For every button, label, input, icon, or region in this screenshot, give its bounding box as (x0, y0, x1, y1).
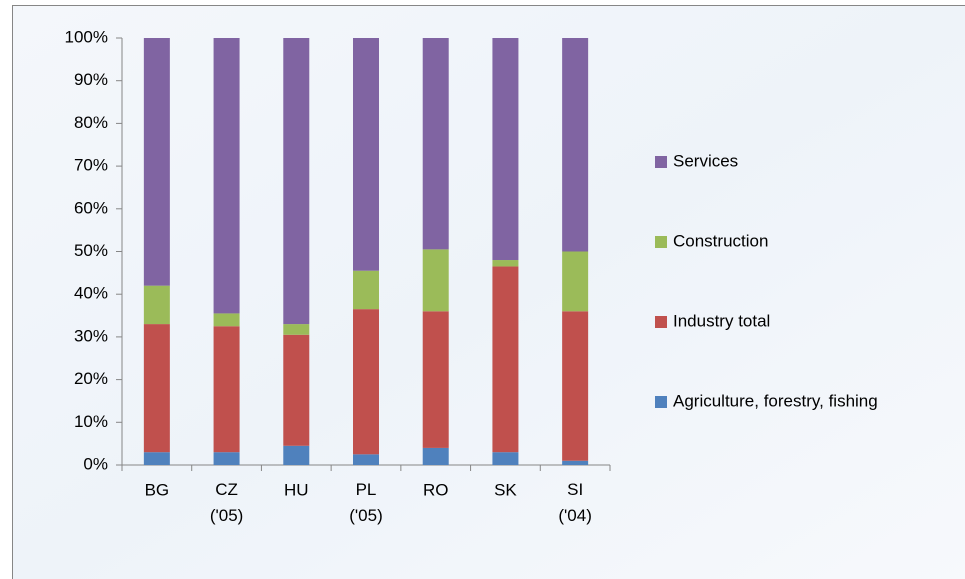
y-tick-label: 30% (74, 326, 108, 345)
bar-segment (143, 38, 170, 286)
x-tick-label: RO (423, 480, 449, 499)
bar-segment (353, 309, 379, 455)
bar-segment (353, 454, 379, 465)
bar-segment (353, 270, 379, 310)
y-tick-label: 20% (74, 369, 108, 388)
legend-swatch (655, 396, 667, 408)
legend-label: Industry total (673, 311, 770, 330)
legend-swatch (655, 236, 667, 248)
chart-frame (12, 5, 965, 579)
bar-segment (422, 38, 449, 250)
legend-label: Services (673, 151, 738, 170)
bar-segment (562, 38, 589, 252)
x-tick-label: PL ('05) (349, 480, 382, 525)
bar-segment (492, 452, 519, 465)
bar-segment (562, 311, 589, 461)
bar-segment (422, 249, 449, 312)
y-tick-label: 40% (74, 284, 108, 303)
bar-segment (492, 38, 519, 261)
legend-label: Agriculture, forestry, fishing (673, 391, 878, 410)
y-tick-label: 50% (74, 241, 108, 260)
bar-segment (213, 313, 240, 327)
bar-segment (422, 311, 449, 448)
x-tick-label: BG (145, 480, 170, 499)
x-tick-label: SI ('04) (558, 480, 591, 525)
bar-segment (143, 285, 170, 325)
bar-segment (283, 334, 310, 446)
y-tick-label: 10% (74, 412, 108, 431)
bar-segment (213, 452, 240, 465)
bar-segment (353, 38, 379, 271)
bar-segment (213, 326, 240, 453)
x-tick-label: HU (284, 480, 309, 499)
x-tick-label: CZ ('05) (210, 480, 243, 525)
y-tick-label: 100% (65, 27, 108, 46)
bar-segment (283, 445, 310, 465)
legend-swatch (655, 316, 667, 328)
x-tick-label: SK (494, 480, 517, 499)
bar-segment (562, 460, 589, 465)
y-tick-label: 0% (83, 454, 108, 473)
bar-segment (283, 324, 310, 335)
y-tick-label: 70% (74, 156, 108, 175)
bar-segment (422, 447, 449, 465)
bar-segment (492, 266, 519, 453)
y-tick-label: 90% (74, 70, 108, 89)
bar-segment (143, 452, 170, 465)
bar-segment (213, 38, 240, 314)
bar-segment (562, 251, 589, 312)
bar-segment (492, 260, 519, 267)
y-tick-label: 80% (74, 113, 108, 132)
legend-swatch (655, 156, 667, 168)
legend-label: Construction (673, 231, 768, 250)
bar-segment (143, 324, 170, 453)
bar-segment (283, 38, 310, 325)
y-tick-label: 60% (74, 198, 108, 217)
